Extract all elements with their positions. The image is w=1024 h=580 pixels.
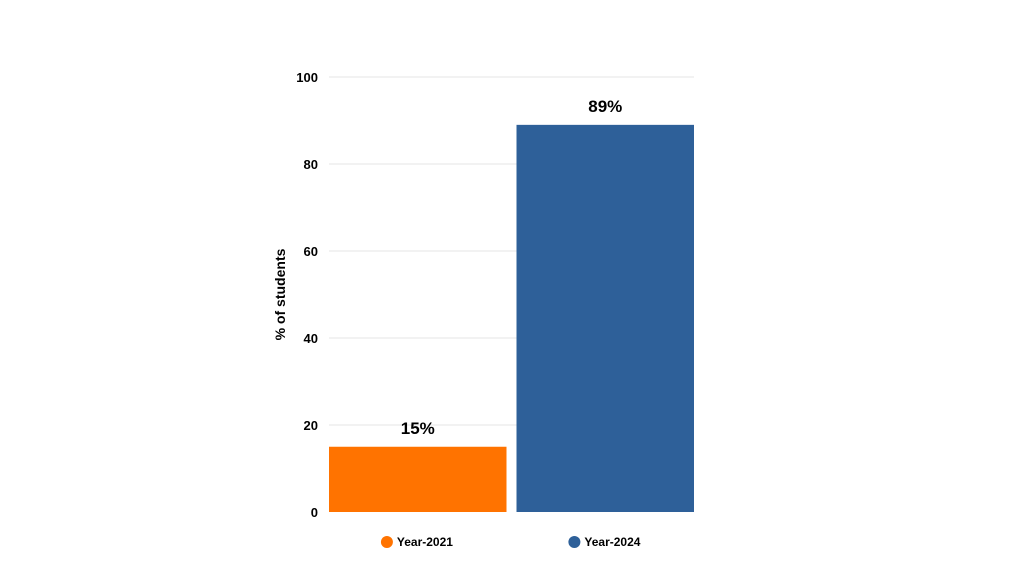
y-tick-label: 20 bbox=[304, 418, 318, 433]
legend: Year-2021 Year-2024 bbox=[380, 535, 641, 549]
data-label: 89% bbox=[588, 97, 622, 116]
bar-year-2024 bbox=[516, 124, 694, 512]
data-label: 15% bbox=[401, 419, 435, 438]
y-tick-label: 100 bbox=[296, 70, 318, 85]
bar-year-2021 bbox=[329, 446, 507, 512]
y-tick-label: 80 bbox=[304, 157, 318, 172]
y-axis-ticks: 0 20 40 60 80 100 bbox=[296, 70, 318, 520]
y-tick-label: 0 bbox=[311, 505, 318, 520]
legend-swatch bbox=[380, 536, 393, 548]
legend-label: Year-2024 bbox=[584, 535, 640, 549]
y-tick-label: 60 bbox=[304, 244, 318, 259]
legend-item: Year-2021 bbox=[380, 535, 453, 549]
data-labels: 15% 89% bbox=[401, 97, 623, 438]
y-tick-label: 40 bbox=[304, 331, 318, 346]
legend-label: Year-2021 bbox=[397, 535, 453, 549]
bars bbox=[329, 124, 694, 512]
legend-swatch bbox=[568, 536, 581, 548]
y-axis-title: % of students bbox=[272, 248, 288, 340]
legend-item: Year-2024 bbox=[568, 535, 641, 549]
